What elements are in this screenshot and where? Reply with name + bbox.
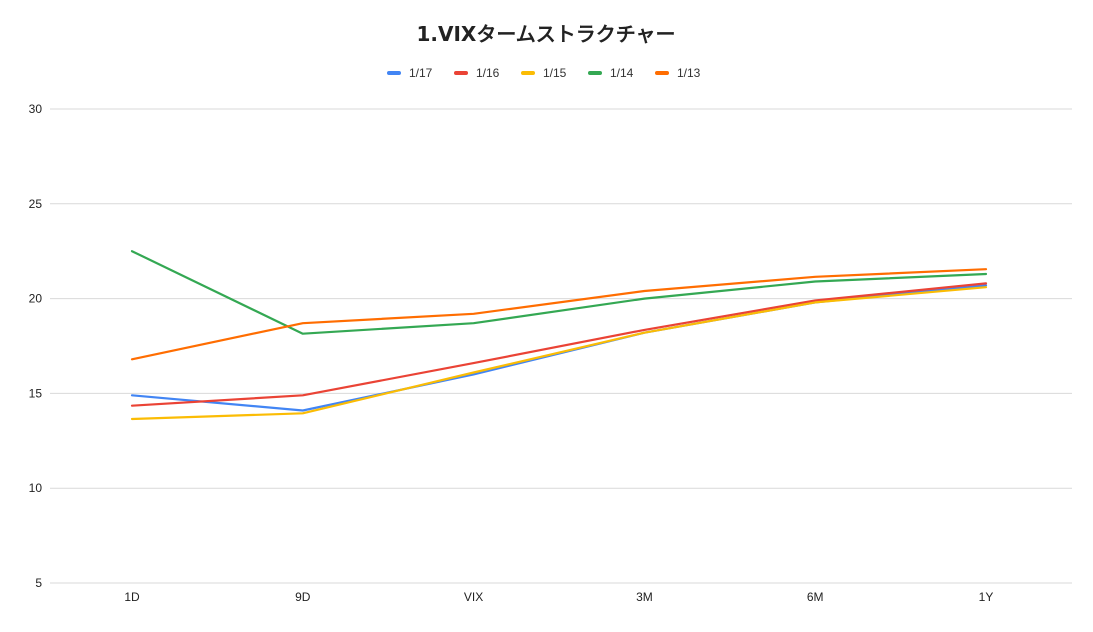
y-axis-ticks: 5 10 15 20 25 30 [29, 102, 43, 590]
x-tick-label: 1Y [979, 590, 994, 604]
y-tick-label: 25 [29, 197, 43, 211]
legend-swatch [521, 71, 535, 75]
legend-label: 1/15 [543, 66, 567, 80]
legend-swatch [588, 71, 602, 75]
x-axis-ticks: 1D 9D VIX 3M 6M 1Y [124, 590, 993, 604]
x-tick-label: 6M [807, 590, 824, 604]
legend-label: 1/14 [610, 66, 634, 80]
legend: 1/17 1/16 1/15 1/14 1/13 [387, 66, 701, 80]
y-tick-label: 15 [29, 386, 43, 400]
legend-swatch [655, 71, 669, 75]
series-line-1-15 [130, 286, 988, 421]
y-tick-label: 30 [29, 102, 43, 116]
series-line-1-13 [130, 268, 988, 361]
x-tick-label: 1D [124, 590, 140, 604]
legend-label: 1/13 [677, 66, 701, 80]
legend-label: 1/16 [476, 66, 500, 80]
series-line-1-16 [130, 282, 988, 407]
series-line-1-14 [130, 250, 988, 335]
x-tick-label: 3M [636, 590, 653, 604]
chart-title: 1.VIXタームストラクチャー [416, 22, 675, 46]
gridlines [50, 108, 1072, 584]
series-line-1-17 [130, 284, 988, 412]
series-lines [130, 250, 988, 421]
y-tick-label: 20 [29, 292, 43, 306]
y-tick-label: 5 [35, 576, 42, 590]
legend-swatch [387, 71, 401, 75]
y-tick-label: 10 [29, 481, 43, 495]
x-tick-label: VIX [464, 590, 483, 604]
legend-label: 1/17 [409, 66, 433, 80]
x-tick-label: 9D [295, 590, 311, 604]
legend-swatch [454, 71, 468, 75]
